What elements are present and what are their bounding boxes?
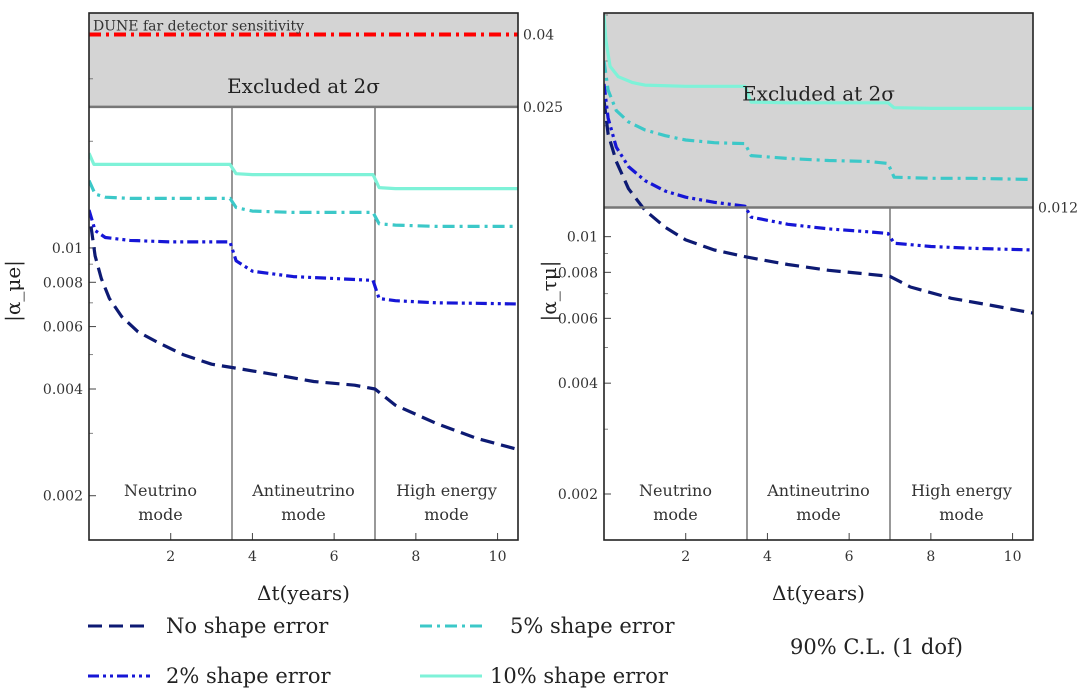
mode-label-neutrino: Neutrino — [639, 481, 712, 500]
x-axis-label: Δt(years) — [772, 581, 865, 605]
mode-label-high-energy: High energy — [396, 481, 497, 500]
x-tick-label: 4 — [763, 549, 772, 565]
left-panel: 0.002 0.004 0.006 0.008 0.01 2 4 6 8 10 Neutrino mo… — [1, 12, 563, 605]
y-tick-label: 0.006 — [558, 311, 598, 327]
x-tick-label: 10 — [1004, 549, 1022, 565]
x-tick-label: 6 — [845, 549, 854, 565]
confidence-level-note: 90% C.L. (1 dof) — [790, 635, 963, 659]
series-10pct-shape-error — [89, 152, 518, 191]
legend-label-10pct-shape-error: 10% shape error — [490, 664, 669, 688]
series-5pct-shape-error — [89, 179, 518, 228]
series-10pct-shape-error — [604, 14, 1033, 111]
x-tick-label: 4 — [248, 549, 257, 565]
mode-label-high-energy: High energy — [911, 481, 1012, 500]
excluded-region — [604, 13, 1033, 208]
y-tick-label: 0.002 — [43, 489, 83, 505]
excluded-label: Excluded at 2σ — [742, 82, 895, 106]
mode-label-antineutrino: Antineutrino — [251, 481, 355, 500]
mode-label-neutrino-mode: mode — [653, 505, 698, 524]
y-tick-label: 0.01 — [52, 241, 83, 257]
x-tick-label: 10 — [489, 549, 507, 565]
y-axis-label: |α_τμ| — [537, 260, 562, 321]
y-tick-label: 0.004 — [558, 376, 598, 392]
legend-label-2pct-shape-error: 2% shape error — [166, 664, 332, 688]
x-tick-label: 2 — [681, 549, 690, 565]
plot-frame — [88, 12, 519, 541]
legend-label-no-shape-error: No shape error — [166, 614, 329, 638]
mode-label-antineutrino-mode: mode — [796, 505, 841, 524]
mode-label-antineutrino-mode: mode — [281, 505, 326, 524]
x-tick-label: 8 — [411, 549, 420, 565]
x-axis-label: Δt(years) — [257, 581, 350, 605]
y-tick-label: 0.008 — [558, 265, 598, 281]
series-2pct-shape-error — [604, 83, 1033, 252]
y-axis-label: |α_μe| — [1, 260, 26, 322]
mode-label-antineutrino: Antineutrino — [766, 481, 870, 500]
series-no-shape-error — [89, 226, 518, 452]
plot-frame — [603, 12, 1034, 541]
mode-label-neutrino-mode: mode — [138, 505, 183, 524]
excluded-region — [89, 13, 518, 107]
x-tick-label: 2 — [166, 549, 175, 565]
x-tick-label: 8 — [926, 549, 935, 565]
mode-label-high-energy-mode: mode — [939, 505, 984, 524]
y-tick-label: 0.004 — [43, 382, 83, 398]
y-tick-label: 0.002 — [558, 487, 598, 503]
threshold-label: 0.025 — [523, 100, 563, 116]
legend: No shape error 2% shape error 5% shape e… — [88, 614, 963, 688]
x-tick-label: 6 — [330, 549, 339, 565]
series-5pct-shape-error — [604, 60, 1033, 182]
series-group — [89, 152, 518, 452]
series-group — [604, 14, 1033, 315]
series-2pct-shape-error — [89, 209, 518, 306]
series-no-shape-error — [604, 99, 1033, 315]
y-tick-label: 0.01 — [567, 230, 598, 246]
legend-label-5pct-shape-error: 5% shape error — [510, 614, 676, 638]
mode-label-neutrino: Neutrino — [124, 481, 197, 500]
dune-sensitivity-label: DUNE far detector sensitivity — [93, 19, 304, 35]
mode-label-high-energy-mode: mode — [424, 505, 469, 524]
y-tick-label: 0.008 — [43, 275, 83, 291]
y-tick-label: 0.006 — [43, 320, 83, 336]
excluded-label: Excluded at 2σ — [227, 74, 380, 98]
threshold-label: 0.012 — [1038, 201, 1078, 217]
dune-sensitivity-value: 0.04 — [523, 28, 554, 44]
